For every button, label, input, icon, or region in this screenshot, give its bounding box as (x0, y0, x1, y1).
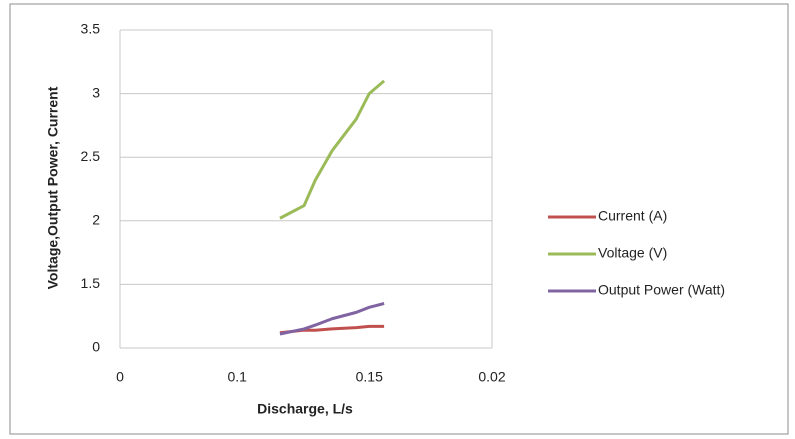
y-tick-label: 1.5 (81, 275, 101, 291)
x-tick-label: 0.1 (227, 369, 247, 385)
y-tick-label: 2.5 (81, 148, 101, 164)
y-tick-label: 2 (92, 212, 100, 228)
y-tick-label: 3.5 (81, 21, 101, 37)
x-tick-label: 0.15 (356, 369, 383, 385)
x-axis-title: Discharge, L/s (257, 401, 353, 417)
y-tick-label: 3 (92, 84, 100, 100)
legend-label: Voltage (V) (598, 245, 667, 261)
x-tick-label: 0.02 (478, 369, 505, 385)
series-line (279, 302, 385, 336)
y-tick-label: 0 (92, 339, 100, 355)
y-axis-title: Voltage,Output Power, Current (45, 86, 61, 289)
legend-label: Output Power (Watt) (598, 282, 725, 298)
x-tick-label: 0 (116, 369, 124, 385)
chart-border (9, 3, 789, 435)
legend-label: Current (A) (598, 208, 667, 224)
series-line (279, 79, 386, 220)
